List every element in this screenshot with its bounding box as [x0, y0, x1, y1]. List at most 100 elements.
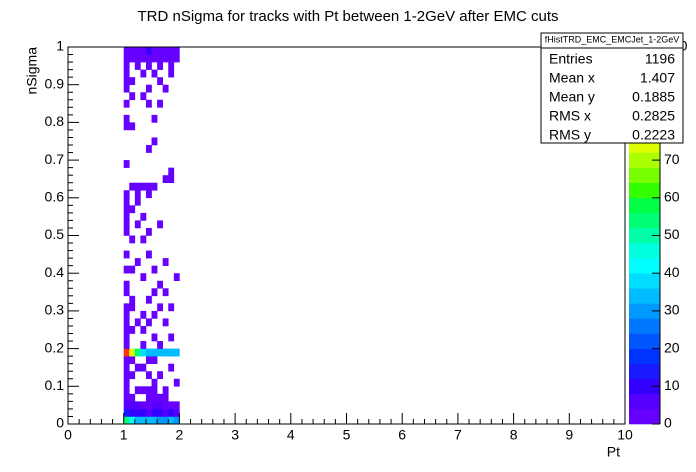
cell — [140, 273, 147, 282]
cell — [123, 205, 130, 214]
colorbar-segment — [629, 212, 660, 229]
x-tick-label: 3 — [231, 427, 239, 443]
cell — [123, 212, 130, 221]
cell — [157, 280, 163, 289]
cell — [134, 416, 141, 425]
y-tick-label: 0.9 — [45, 75, 65, 91]
cell — [157, 371, 163, 380]
z-tick-label: 40 — [664, 264, 680, 280]
cell — [162, 84, 169, 93]
y-axis-label: nSigma — [24, 47, 40, 95]
cell — [123, 190, 130, 199]
cell — [129, 356, 136, 364]
cell — [134, 386, 141, 395]
colorbar-segment — [629, 318, 660, 334]
colorbar-segment — [629, 197, 660, 214]
cell — [123, 84, 130, 93]
z-tick-label: 60 — [664, 189, 680, 205]
chart-title: TRD nSigma for tracks with Pt between 1-… — [138, 8, 559, 25]
cell — [129, 393, 136, 402]
x-tick-label: 5 — [343, 427, 351, 443]
cell — [123, 386, 130, 395]
cell — [123, 227, 130, 236]
colorbar-segment — [629, 333, 660, 349]
cell — [134, 408, 141, 417]
y-tick-label: 0.1 — [45, 377, 65, 393]
cell — [140, 325, 147, 334]
cell — [123, 114, 130, 123]
cell — [140, 386, 147, 395]
cell — [134, 318, 141, 327]
cell — [162, 416, 169, 425]
cell — [123, 371, 130, 380]
cell — [134, 47, 141, 55]
stats-label: Entries — [549, 51, 593, 67]
cell — [123, 318, 130, 327]
cell — [145, 295, 152, 304]
y-tick-label: 0.5 — [45, 226, 65, 242]
cell — [129, 205, 136, 214]
x-tick-label: 9 — [565, 427, 573, 443]
cell — [162, 348, 169, 357]
cell — [151, 393, 158, 402]
cell — [173, 401, 180, 410]
cell — [123, 401, 130, 410]
cell — [134, 258, 141, 266]
cell — [162, 288, 169, 297]
cell — [145, 145, 152, 153]
cell — [123, 220, 130, 229]
cell — [123, 310, 130, 319]
cell — [168, 333, 175, 342]
cell — [168, 54, 175, 63]
cell — [145, 250, 152, 259]
z-tick-label: 20 — [664, 339, 680, 355]
cell — [162, 47, 169, 55]
cell — [129, 235, 136, 244]
cell — [134, 220, 141, 229]
y-tick-label: 0.2 — [45, 339, 65, 355]
cell — [151, 114, 158, 123]
cell — [151, 356, 158, 364]
stats-value: 1.407 — [640, 70, 675, 86]
y-tick-label: 0.8 — [45, 113, 65, 129]
cell — [151, 416, 158, 425]
stats-label: Mean y — [549, 89, 595, 105]
cell — [145, 371, 152, 380]
stats-value: 0.2223 — [632, 127, 675, 143]
cell — [157, 62, 163, 70]
cell — [151, 288, 158, 297]
cell — [140, 408, 147, 417]
cell — [157, 341, 163, 349]
z-tick-label: 10 — [664, 377, 680, 393]
colorbar-segment — [629, 258, 660, 274]
cell — [123, 378, 130, 387]
stats-value: 0.2825 — [632, 108, 675, 124]
z-tick-label: 30 — [664, 302, 680, 318]
cell — [162, 318, 169, 327]
cell — [168, 167, 175, 176]
cell — [134, 363, 141, 372]
cell — [157, 348, 163, 357]
cell — [123, 333, 130, 342]
cell — [123, 288, 130, 297]
cell — [162, 54, 169, 63]
cell — [140, 69, 147, 78]
x-tick-label: 2 — [176, 427, 184, 443]
y-tick-label: 1 — [56, 38, 64, 54]
cell — [168, 363, 175, 372]
x-tick-label: 10 — [617, 427, 633, 443]
cell — [162, 175, 169, 184]
cell — [151, 401, 158, 410]
cell — [157, 393, 163, 402]
cell — [157, 408, 163, 417]
cell — [151, 182, 158, 191]
cell — [151, 137, 158, 146]
cell — [151, 333, 158, 342]
cell — [145, 393, 152, 402]
cell — [134, 54, 141, 63]
cell — [123, 303, 130, 312]
cell — [151, 408, 158, 417]
cell — [129, 295, 136, 304]
cell — [157, 99, 163, 108]
